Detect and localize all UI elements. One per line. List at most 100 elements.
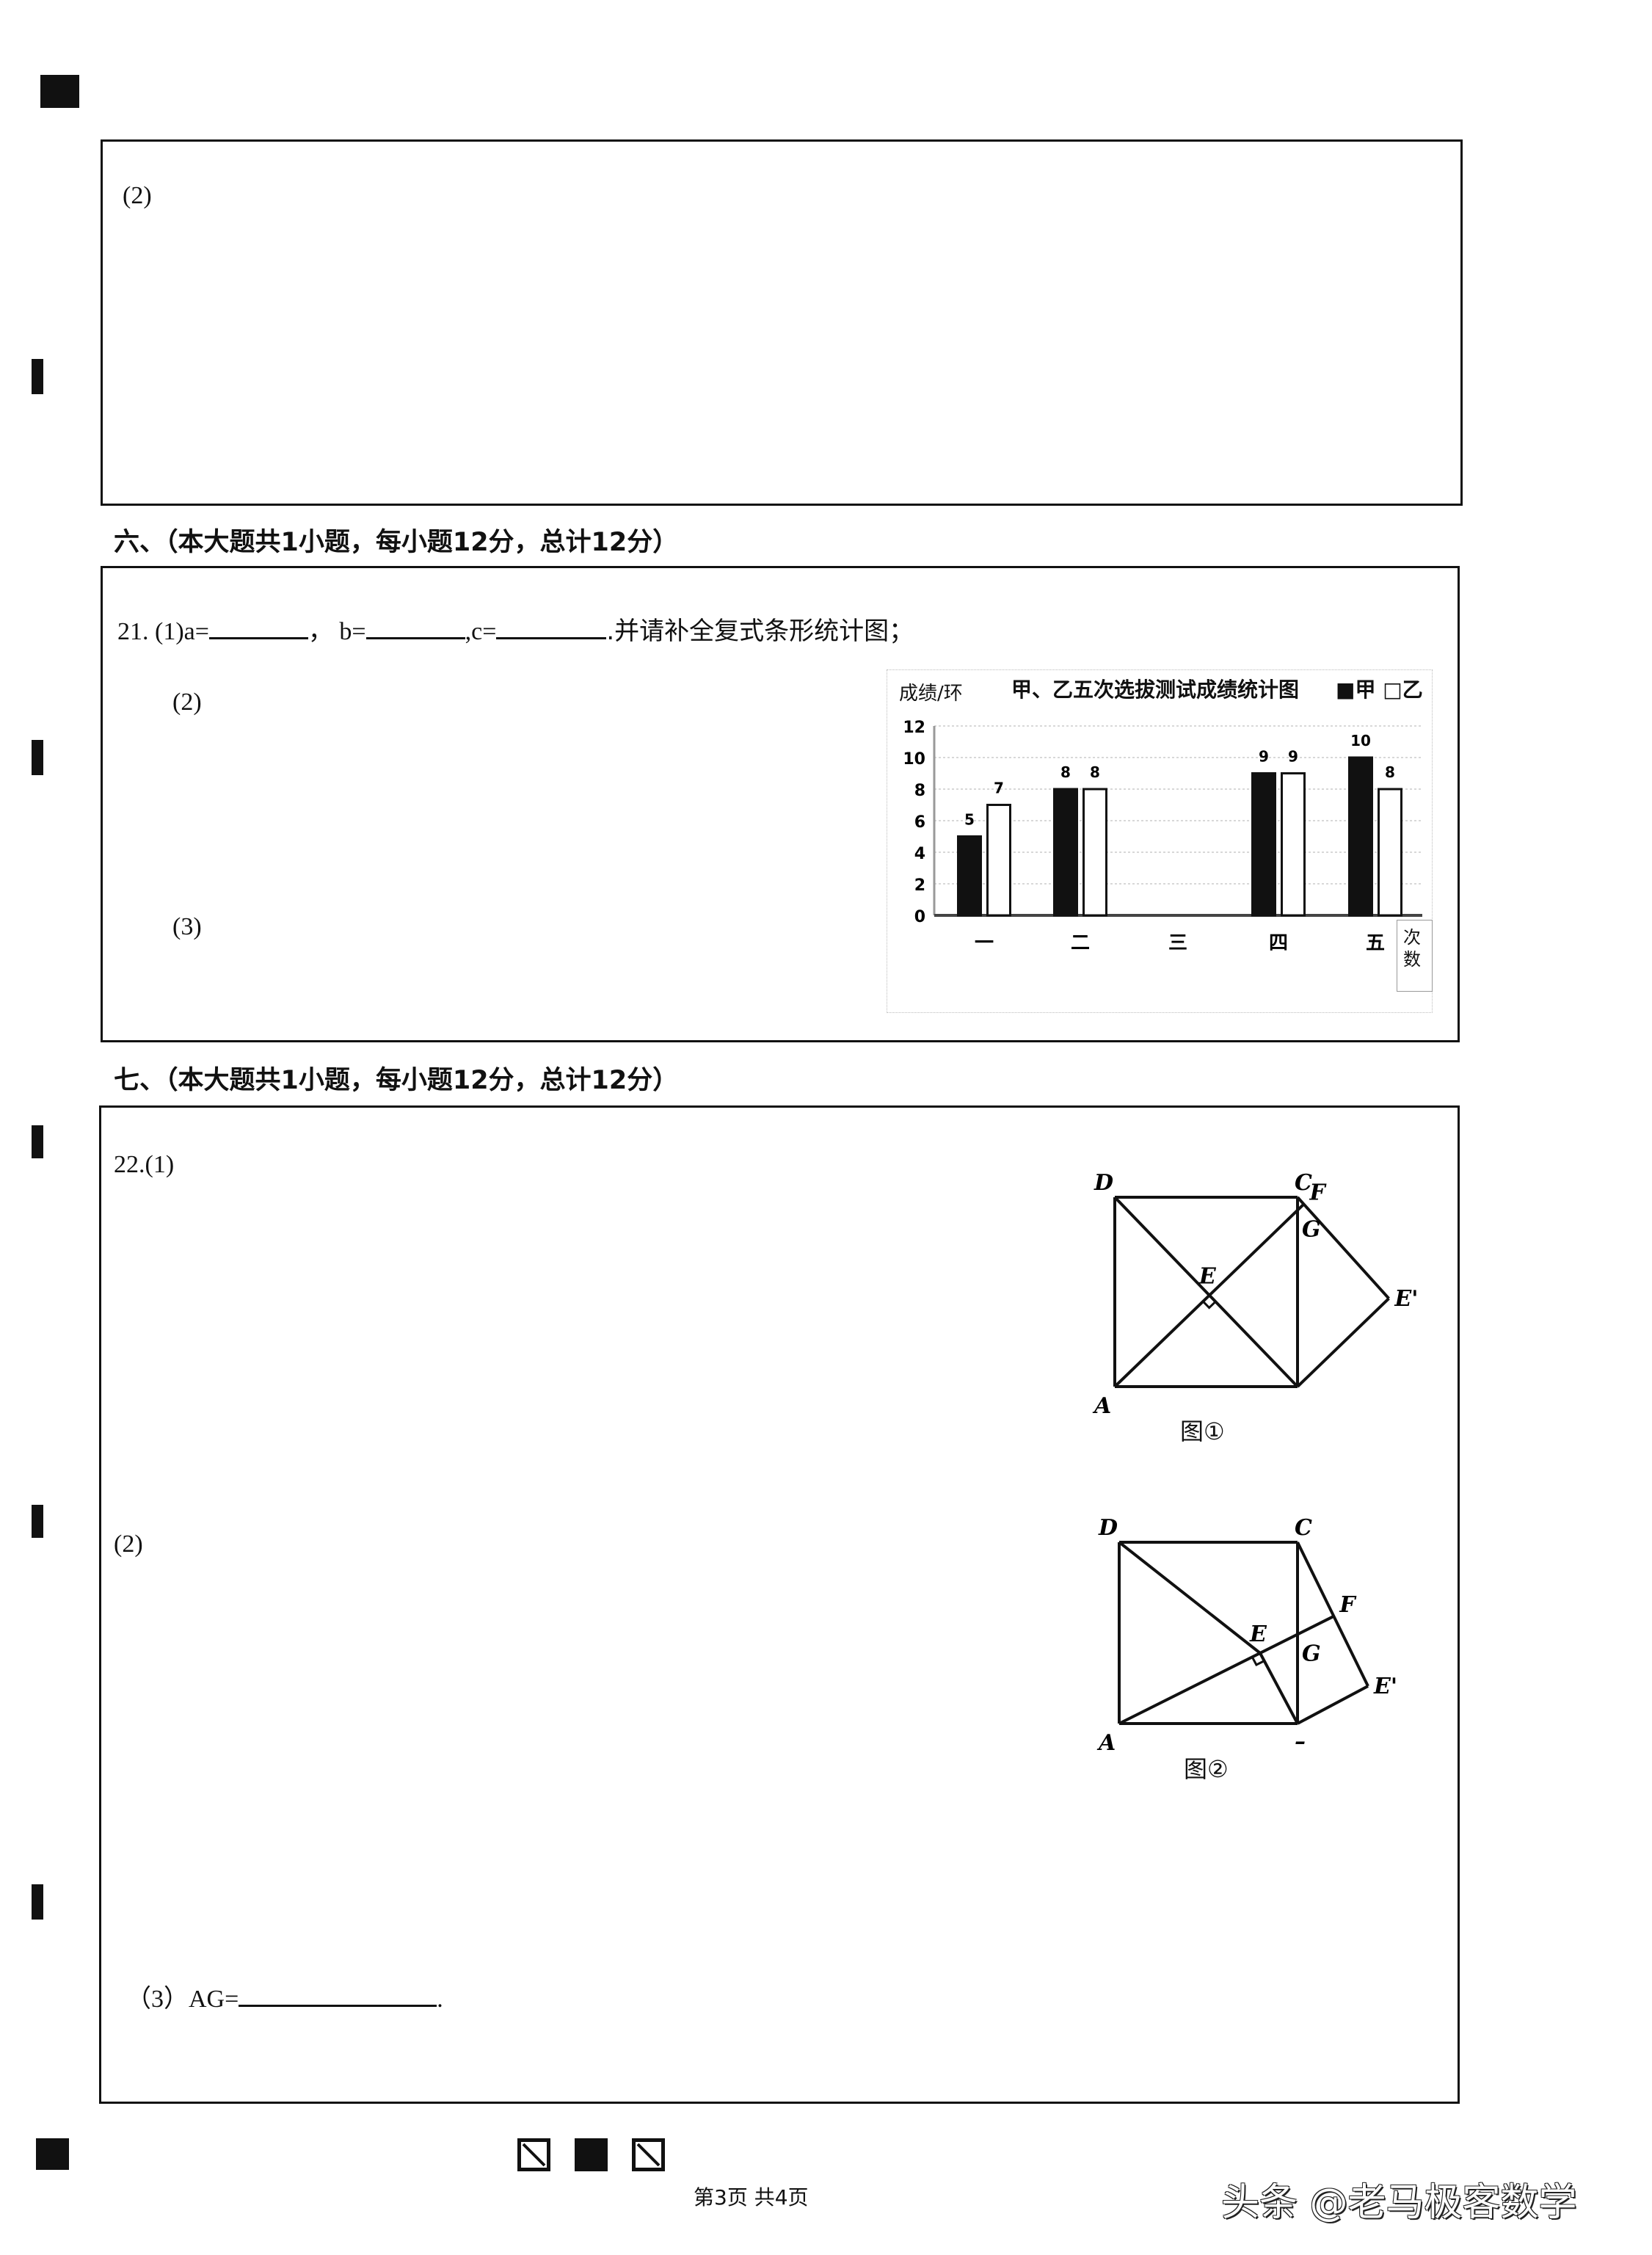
label-g-fig1: G bbox=[1302, 1217, 1321, 1243]
side-mark bbox=[32, 359, 43, 394]
chart-xlabel-box bbox=[1397, 920, 1433, 992]
segment-de bbox=[1118, 1541, 1262, 1655]
segment-de bbox=[1113, 1196, 1211, 1296]
y-tick-label: 8 bbox=[914, 782, 925, 800]
registration-mark-bottom-left bbox=[36, 2138, 69, 2170]
q21-a-label: (1)a= bbox=[155, 618, 209, 645]
q21-part2-label: (2) bbox=[172, 689, 202, 716]
answer-box-q22[interactable] bbox=[99, 1105, 1460, 2104]
x-tick-label: 二 bbox=[1071, 932, 1090, 954]
y-tick-label: 6 bbox=[914, 813, 925, 832]
section-7-header: 七、（本大题共1小题，每小题12分，总计12分） bbox=[114, 1066, 679, 1095]
answer-box-previous[interactable] bbox=[101, 139, 1463, 506]
watermark: 头条 @老马极客数学 bbox=[1221, 2181, 1577, 2225]
legend-marker-yi: □ bbox=[1383, 678, 1402, 702]
part-2-label: (2) bbox=[123, 182, 152, 209]
right-angle-mark bbox=[1202, 1300, 1217, 1310]
legend-yi: 乙 bbox=[1402, 678, 1423, 702]
label-f-fig1: F bbox=[1309, 1180, 1328, 1205]
x-tick-label: 一 bbox=[975, 932, 994, 954]
segment-ce-prime bbox=[1296, 1196, 1390, 1300]
data-label: 9 bbox=[1288, 748, 1298, 766]
side-mark bbox=[32, 740, 43, 775]
blank-b[interactable] bbox=[365, 615, 465, 639]
legend-marker-jia: ■ bbox=[1336, 678, 1356, 702]
segment-ce-prime bbox=[1296, 1542, 1369, 1687]
section-6-header: 六、（本大题共1小题，每小题12分，总计12分） bbox=[114, 528, 679, 557]
q21-number: 21. bbox=[117, 618, 149, 645]
answer-box-q21[interactable] bbox=[101, 566, 1460, 1042]
y-tick-label: 2 bbox=[914, 876, 925, 895]
label-e-prime-fig2: E' bbox=[1373, 1674, 1397, 1699]
q21-instruction: .并请补全复式条形统计图； bbox=[606, 617, 914, 646]
label-c-fig2: C bbox=[1295, 1515, 1312, 1541]
label-a-fig2: A bbox=[1096, 1730, 1116, 1756]
right-angle-mark bbox=[1251, 1656, 1265, 1666]
bar-甲 bbox=[1053, 788, 1078, 917]
data-label: 7 bbox=[994, 780, 1004, 797]
chart-xlabel: 次数 bbox=[1403, 927, 1421, 970]
segment-be-prime bbox=[1297, 1685, 1369, 1725]
bar-甲 bbox=[957, 835, 982, 917]
q22-part2-label: (2) bbox=[114, 1530, 143, 1558]
q21-part3-label: (3) bbox=[172, 913, 202, 940]
segment-eb bbox=[1259, 1652, 1299, 1724]
y-tick-label: 10 bbox=[903, 750, 925, 769]
data-label: 10 bbox=[1350, 732, 1371, 749]
segment-af bbox=[1113, 1203, 1305, 1388]
label-g-fig2: G bbox=[1302, 1641, 1321, 1667]
bar-乙 bbox=[1378, 788, 1402, 917]
y-tick-label: 4 bbox=[914, 845, 925, 863]
q22-part3-label: （3）AG= bbox=[126, 1986, 239, 2013]
registration-mark-top-left bbox=[40, 75, 79, 108]
bar-甲 bbox=[1348, 756, 1373, 917]
x-tick-label: 四 bbox=[1269, 932, 1288, 954]
chart-legend: ■甲 □乙 bbox=[1336, 674, 1423, 703]
label-d-fig2: D bbox=[1098, 1515, 1118, 1541]
data-label: 8 bbox=[1385, 763, 1395, 781]
blank-ag[interactable] bbox=[239, 1983, 437, 2007]
label-a-fig1: A bbox=[1092, 1393, 1111, 1419]
x-tick-label: 三 bbox=[1168, 932, 1187, 954]
label-f-fig2: F bbox=[1339, 1592, 1357, 1618]
x-tick-label: 五 bbox=[1366, 932, 1385, 954]
footer-square-filled bbox=[575, 2138, 608, 2171]
q22-part1-label: 22.(1) bbox=[114, 1151, 175, 1178]
figure-1-caption: 图① bbox=[1180, 1417, 1225, 1445]
label-e-fig1: E bbox=[1198, 1264, 1217, 1290]
bar-乙 bbox=[986, 804, 1011, 917]
q22-part3-period: . bbox=[437, 1986, 443, 2013]
y-tick-label: 0 bbox=[914, 908, 925, 926]
side-mark bbox=[32, 1505, 43, 1538]
label-c-fig1: C bbox=[1295, 1170, 1312, 1196]
blank-a[interactable] bbox=[208, 615, 308, 639]
label-d-fig1: D bbox=[1094, 1170, 1113, 1196]
data-label: 8 bbox=[1060, 763, 1071, 781]
page-number: 第3页 共4页 bbox=[694, 2185, 809, 2209]
q21-b-label: ， b= bbox=[308, 618, 366, 645]
chart-title: 甲、乙五次选拔测试成绩统计图 bbox=[1011, 678, 1300, 702]
segment-af bbox=[1118, 1615, 1335, 1725]
side-mark bbox=[32, 1125, 43, 1158]
q21-part1: 21. (1)a= ， b= ,c= .并请补全复式条形统计图； bbox=[117, 611, 914, 647]
footer-square-slash bbox=[632, 2138, 665, 2171]
bar-甲 bbox=[1251, 772, 1276, 917]
legend-jia: 甲 bbox=[1355, 678, 1376, 702]
side-mark bbox=[32, 1884, 43, 1920]
figure-2-caption: 图② bbox=[1184, 1755, 1229, 1783]
segment-eb bbox=[1208, 1294, 1299, 1388]
label-b-mark-fig2: – bbox=[1295, 1729, 1306, 1754]
q21-c-label: ,c= bbox=[465, 618, 497, 645]
bar-乙 bbox=[1082, 788, 1107, 917]
bar-乙 bbox=[1281, 772, 1306, 917]
blank-c[interactable] bbox=[496, 615, 607, 639]
data-label: 8 bbox=[1090, 763, 1100, 781]
label-e-fig2: E bbox=[1249, 1622, 1267, 1647]
data-label: 5 bbox=[964, 811, 975, 829]
y-tick-label: 12 bbox=[903, 719, 925, 737]
q22-part3: （3）AG=. bbox=[126, 1978, 443, 2014]
chart-frame bbox=[887, 669, 1433, 1013]
footer-square-slash bbox=[517, 2138, 550, 2171]
